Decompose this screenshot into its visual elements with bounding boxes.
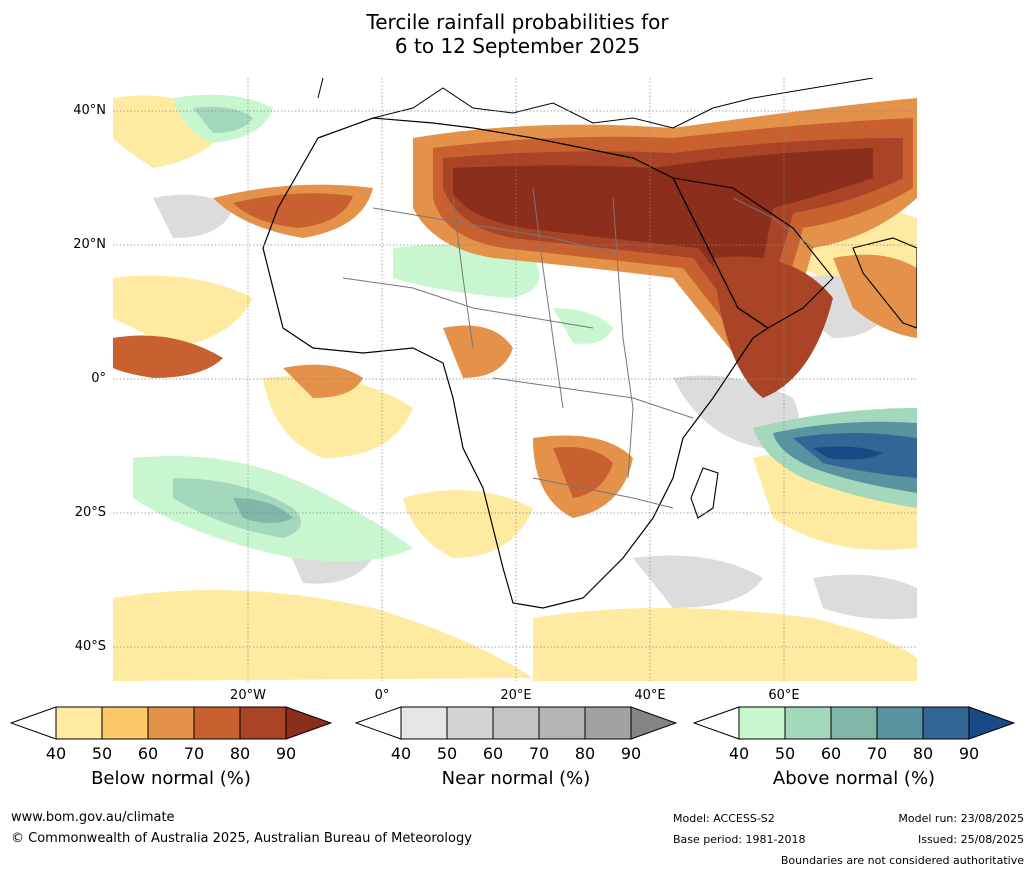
colorbar-segment xyxy=(584,706,632,740)
colorbar-title-below: Below normal (%) xyxy=(91,768,251,789)
below-normal-strong-areas xyxy=(113,98,917,518)
colorbar-segment xyxy=(147,706,195,740)
lon-label-0: 0° xyxy=(374,688,390,703)
footer-issued: Issued: 25/08/2025 xyxy=(917,833,1024,846)
colorbar-tick-label: 90 xyxy=(620,744,642,763)
map-title: Tercile rainfall probabilities for 6 to … xyxy=(0,10,1035,58)
colorbar-tick-label: 80 xyxy=(912,744,934,763)
colorbar-extend-high xyxy=(630,706,677,740)
lat-label-20n: 20°N xyxy=(73,237,106,252)
footer-copyright: © Commonwealth of Australia 2025, Austra… xyxy=(11,831,472,846)
rainfall-probability-map xyxy=(113,78,917,681)
colorbar-segment xyxy=(492,706,540,740)
colorbar-segment xyxy=(400,706,448,740)
colorbar-near-normal xyxy=(355,706,677,740)
colorbar-segment xyxy=(101,706,149,740)
colorbar-segment xyxy=(239,706,287,740)
colorbar-tick-label: 50 xyxy=(774,744,796,763)
title-line-1: Tercile rainfall probabilities for xyxy=(366,10,669,34)
india-coastline xyxy=(852,237,917,329)
africa-coastline xyxy=(262,117,770,609)
lat-label-40s: 40°S xyxy=(74,639,106,654)
colorbar-tick-label: 50 xyxy=(436,744,458,763)
colorbar-tick-label: 40 xyxy=(728,744,750,763)
colorbar-segment xyxy=(830,706,878,740)
colorbar-below-normal xyxy=(10,706,332,740)
colorbar-tick-label: 70 xyxy=(866,744,888,763)
europe-coastline xyxy=(317,78,874,129)
colorbar-tick-label: 80 xyxy=(229,744,251,763)
colorbar-above-normal xyxy=(693,706,1015,740)
lat-label-0: 0° xyxy=(91,371,106,386)
lon-label-40e: 40°E xyxy=(634,688,666,703)
colorbar-tick-label: 90 xyxy=(275,744,297,763)
lat-label-20s: 20°S xyxy=(74,505,106,520)
colorbar-tick-label: 90 xyxy=(958,744,980,763)
colorbar-extend-high xyxy=(285,706,332,740)
lon-label-20e: 20°E xyxy=(500,688,532,703)
colorbar-segment xyxy=(55,706,103,740)
gridlines xyxy=(113,78,917,681)
title-line-2: 6 to 12 September 2025 xyxy=(394,34,641,58)
colorbar-tick-label: 80 xyxy=(574,744,596,763)
map-svg xyxy=(113,78,917,681)
above-normal-areas xyxy=(133,94,917,562)
colorbar-tick-label: 40 xyxy=(45,744,67,763)
lon-label-20w: 20°W xyxy=(230,688,266,703)
colorbar-extend-low xyxy=(355,706,402,740)
footer-disclaimer: Boundaries are not considered authoritat… xyxy=(780,854,1024,867)
lon-label-60e: 60°E xyxy=(768,688,800,703)
colorbar-title-above: Above normal (%) xyxy=(772,768,936,789)
colorbar-tick-label: 70 xyxy=(183,744,205,763)
colorbar-tick-label: 60 xyxy=(482,744,504,763)
country-borders xyxy=(342,187,814,509)
colorbar-extend-high xyxy=(968,706,1015,740)
colorbar-segment xyxy=(738,706,786,740)
colorbar-segment xyxy=(876,706,924,740)
colorbar-segment xyxy=(922,706,970,740)
arabia-coastline xyxy=(672,177,834,329)
colorbar-title-near: Near normal (%) xyxy=(441,768,591,789)
colorbar-extend-low xyxy=(693,706,740,740)
colorbar-segment xyxy=(446,706,494,740)
footer-model-run: Model run: 23/08/2025 xyxy=(898,812,1024,825)
footer-base-period: Base period: 1981-2018 xyxy=(673,833,806,846)
colorbar-segment xyxy=(784,706,832,740)
colorbar-tick-label: 70 xyxy=(528,744,550,763)
colorbar-tick-label: 60 xyxy=(137,744,159,763)
lat-label-40n: 40°N xyxy=(73,103,106,118)
colorbar-extend-low xyxy=(10,706,57,740)
colorbar-segment xyxy=(538,706,586,740)
colorbar-segment xyxy=(193,706,241,740)
colorbar-tick-label: 60 xyxy=(820,744,842,763)
footer-website[interactable]: www.bom.gov.au/climate xyxy=(11,810,175,825)
footer-model: Model: ACCESS-S2 xyxy=(673,812,775,825)
colorbar-tick-label: 50 xyxy=(91,744,113,763)
colorbar-tick-label: 40 xyxy=(390,744,412,763)
